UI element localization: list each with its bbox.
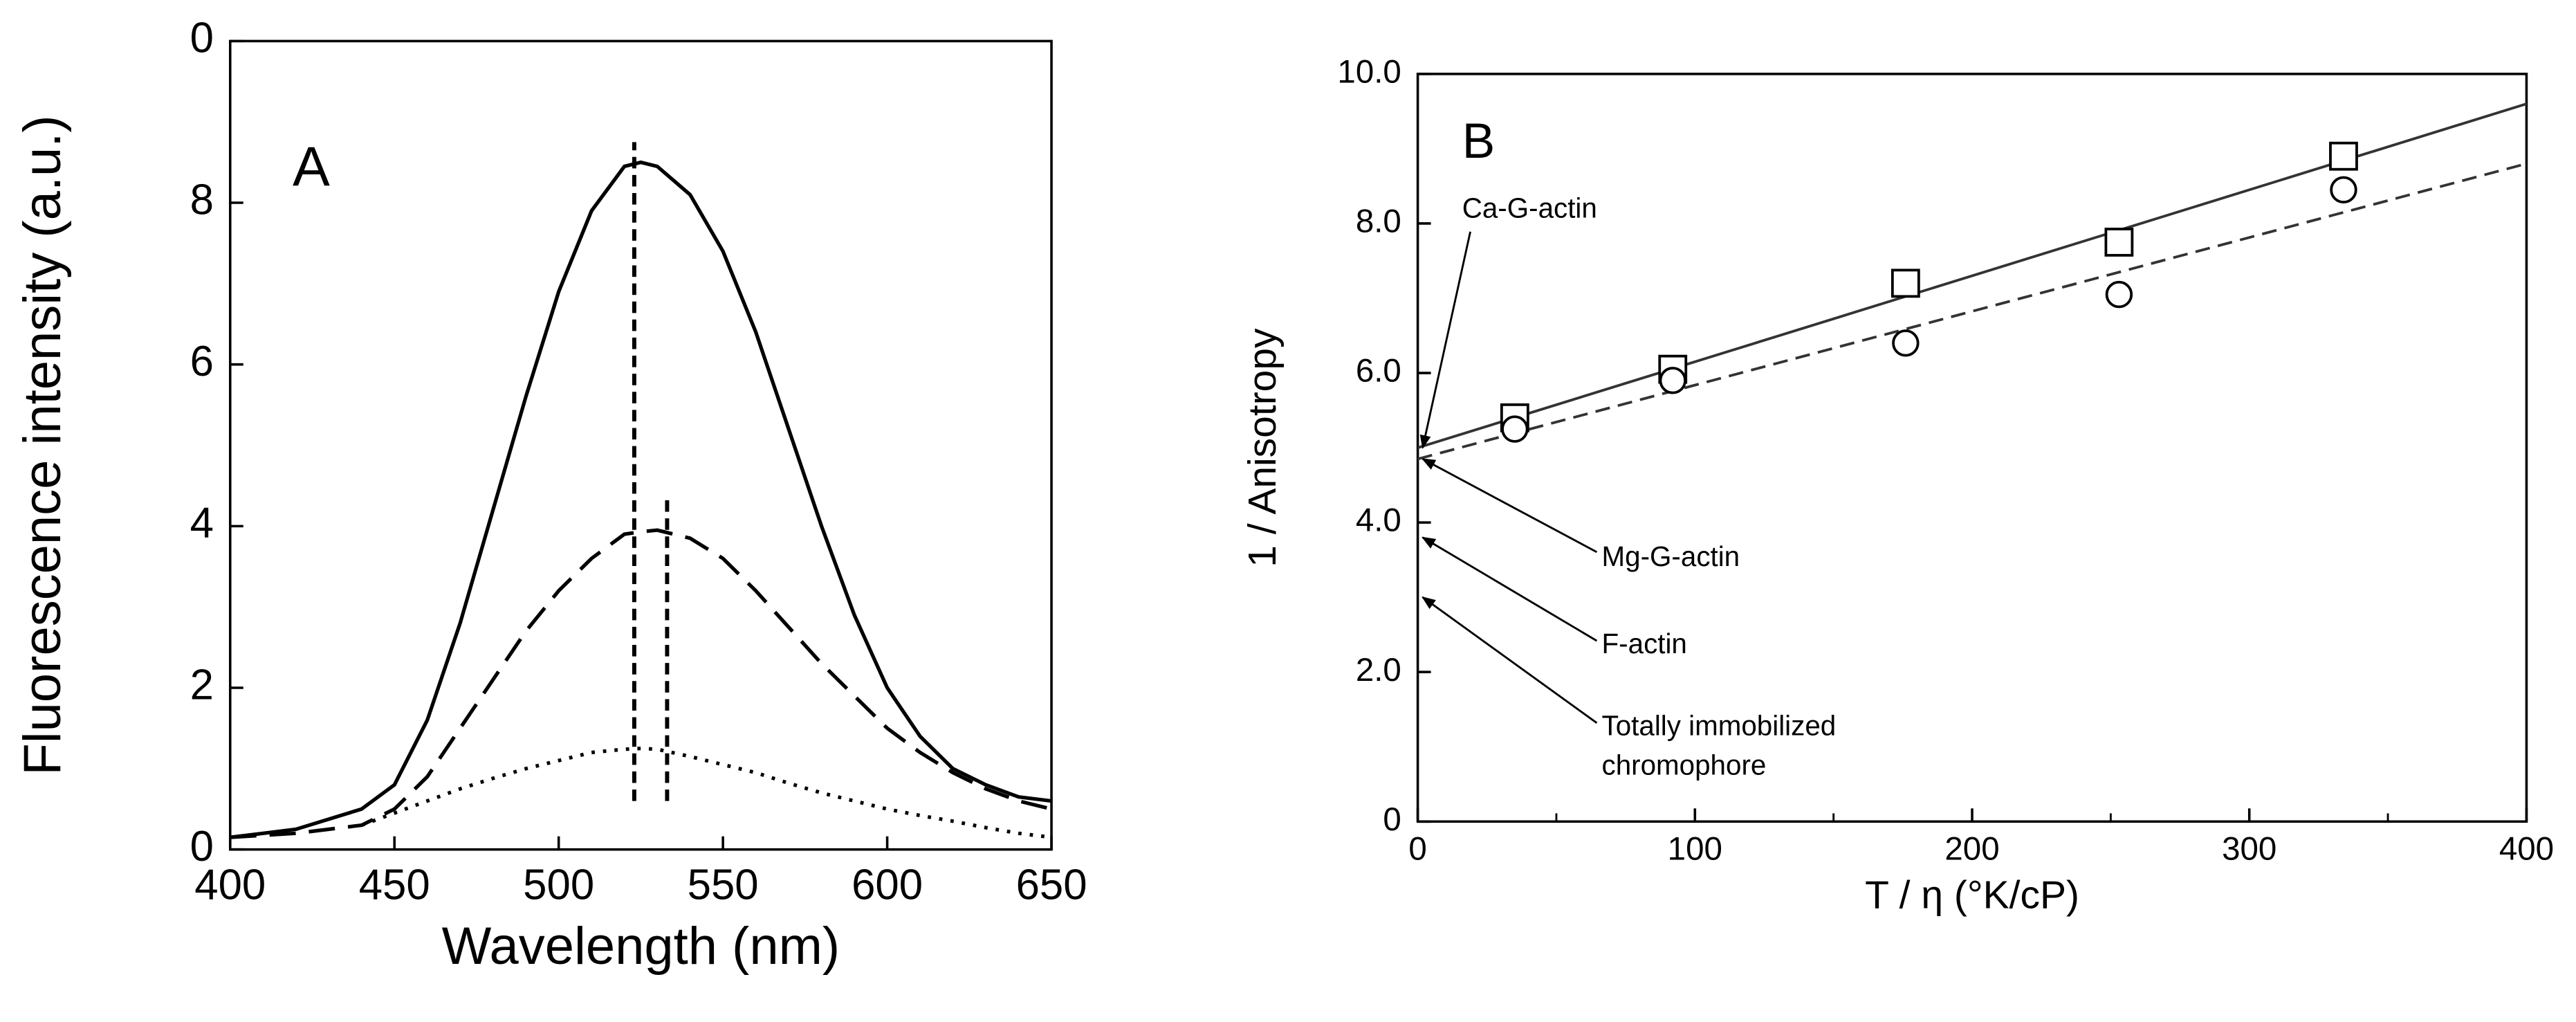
x-tick-label: 100 [1668,831,1722,868]
y-tick-label: 6.0 [1356,353,1401,390]
y-tick-label: 0 [190,15,214,62]
circle-point [1501,415,1529,443]
x-tick-label: 500 [523,861,594,909]
y-tick-label: 4 [190,500,214,547]
square-point [1890,268,1920,298]
plot-frame [228,39,1053,851]
y-tick-label: 10.0 [1337,53,1401,90]
annotation: Totally immobilized [1602,710,1837,742]
x-axis-label: T / η (°K/cP) [1865,873,2079,918]
curve [360,747,1052,839]
x-tick-label: 600 [852,861,923,909]
x-tick-label: 550 [688,861,759,909]
panel-label: B [1462,114,1496,169]
square-point [2104,228,2134,257]
x-tick-label: 300 [2222,831,2276,868]
y-tick-label: 2 [190,661,214,709]
y-tick-label: 4.0 [1356,502,1401,539]
curve [230,160,1052,839]
annotation-arrow [1419,231,1471,450]
square-point [2329,141,2358,171]
y-axis-label: 1 / Anisotropy [1240,328,1285,567]
y-tick-label: 2.0 [1356,652,1401,688]
annotation: chromophore [1602,749,1767,781]
x-tick-label: 400 [2499,831,2554,868]
circle-point [2330,176,2357,204]
annotation-arrow [1422,536,1598,642]
x-tick-label: 400 [194,861,266,909]
annotation: Mg-G-actin [1602,540,1740,572]
annotation: Ca-G-actin [1462,192,1597,224]
circle-point [2105,280,2133,309]
panel-label: A [293,136,330,198]
curve [230,528,1052,839]
annotation-arrow [1421,458,1598,554]
annotation-arrow [1422,596,1598,724]
x-tick-label: 200 [1944,831,1999,868]
y-tick-label: 0 [1383,801,1401,838]
x-tick-label: 0 [1408,831,1426,868]
y-tick-label: 8.0 [1356,203,1401,239]
x-tick-label: 450 [359,861,430,909]
plot-frame [1416,73,2528,823]
y-axis-label: Fluorescence intensity (a.u.) [13,115,72,775]
x-tick-label: 650 [1016,861,1087,909]
circle-point [1892,329,1920,357]
circle-point [1659,367,1686,394]
x-axis-label: Wavelength (nm) [442,917,840,976]
y-tick-label: 8 [190,176,214,223]
y-tick-label: 6 [190,338,214,385]
fit-line [1417,102,2528,449]
annotation: F-actin [1602,628,1687,659]
y-tick-label: 0 [190,823,214,870]
fit-line [1417,162,2527,461]
